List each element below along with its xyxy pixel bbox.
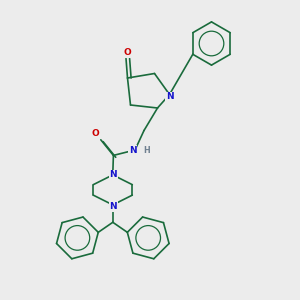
- Text: N: N: [129, 146, 136, 154]
- Text: N: N: [110, 170, 117, 179]
- Text: O: O: [124, 48, 132, 57]
- Text: O: O: [92, 129, 99, 138]
- Text: N: N: [166, 92, 173, 101]
- Text: H: H: [143, 146, 150, 155]
- Text: N: N: [110, 202, 117, 211]
